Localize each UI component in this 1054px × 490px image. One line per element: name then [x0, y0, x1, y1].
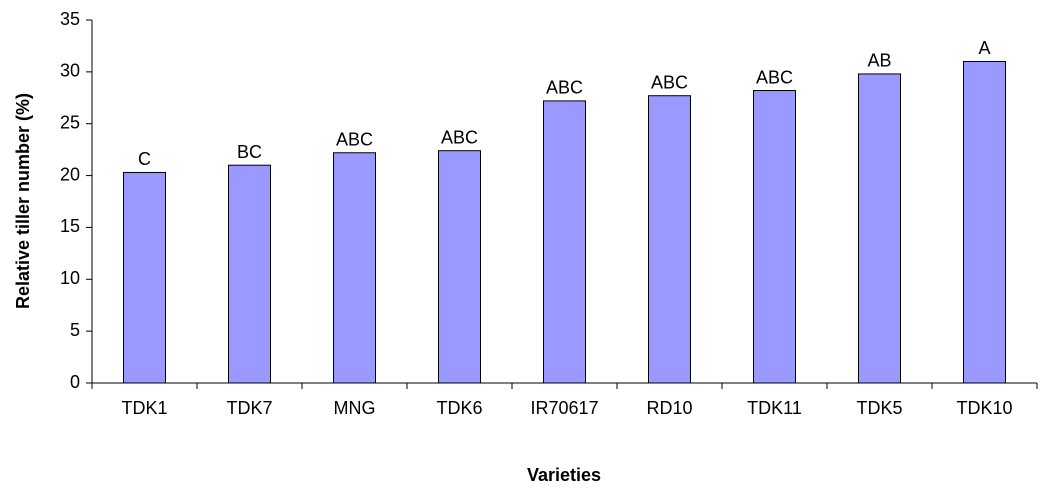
bar — [333, 152, 376, 384]
y-axis-title: Relative tiller number (%) — [13, 93, 33, 309]
bar-annotation: ABC — [546, 78, 583, 98]
bar — [123, 171, 166, 384]
bar-annotation: ABC — [441, 127, 478, 147]
bar — [543, 100, 586, 384]
bar — [648, 95, 691, 384]
x-axis-title: Varieties — [527, 465, 601, 485]
bar-annotation: AB — [867, 51, 891, 71]
y-tick-label: 5 — [70, 320, 80, 340]
x-tick-label: TDK10 — [956, 398, 1012, 418]
y-tick-label: 25 — [60, 112, 80, 132]
x-tick-label: TDK7 — [226, 398, 272, 418]
y-tick-label: 30 — [60, 61, 80, 81]
x-tick-label: RD10 — [646, 398, 692, 418]
y-tick-label: 10 — [60, 268, 80, 288]
bar — [228, 164, 271, 384]
bar — [753, 90, 796, 384]
bar — [963, 60, 1006, 384]
x-tick-label: IR70617 — [530, 398, 598, 418]
y-tick-label: 15 — [60, 216, 80, 236]
bar-annotation: BC — [237, 142, 262, 162]
x-tick-label: TDK11 — [747, 398, 802, 418]
bar — [858, 73, 901, 384]
bar-annotation: ABC — [336, 130, 373, 150]
y-tick-label: 0 — [70, 372, 80, 392]
bar-annotation: C — [138, 149, 151, 169]
bar-annotation: A — [978, 38, 990, 58]
x-tick-label: MNG — [334, 398, 376, 418]
bar-annotation: ABC — [651, 72, 688, 92]
bar-annotation: ABC — [756, 67, 793, 87]
x-tick-label: TDK5 — [856, 398, 902, 418]
y-tick-label: 35 — [60, 9, 80, 29]
bar — [438, 150, 481, 384]
x-tick-label: TDK1 — [121, 398, 167, 418]
y-tick-label: 20 — [60, 164, 80, 184]
x-tick-label: TDK6 — [436, 398, 482, 418]
